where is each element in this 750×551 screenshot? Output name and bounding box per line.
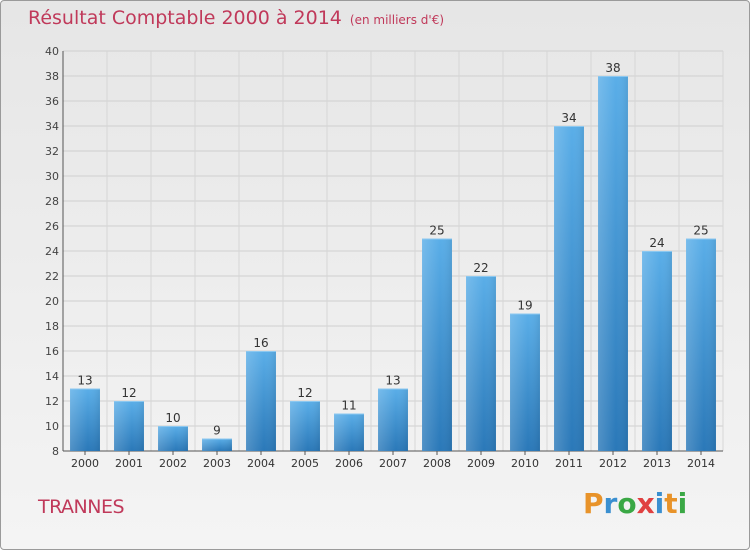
bar-shading: [158, 426, 188, 451]
y-tick-label: 14: [45, 370, 59, 383]
bar-value-label: 25: [429, 224, 444, 238]
bar-value-label: 38: [605, 61, 620, 75]
x-tick-label: 2010: [511, 457, 539, 470]
bar-value-label: 24: [649, 236, 664, 250]
bar-value-label: 25: [693, 224, 708, 238]
logo-letter: o: [617, 487, 637, 520]
x-tick-label: 2013: [643, 457, 671, 470]
y-tick-label: 20: [45, 295, 59, 308]
x-tick-label: 2005: [291, 457, 319, 470]
y-tick-label: 26: [45, 220, 59, 233]
bar-shading: [246, 351, 276, 451]
x-tick-label: 2011: [555, 457, 583, 470]
logo-letter: P: [583, 487, 604, 520]
bar-value-label: 13: [385, 374, 400, 388]
x-tick-label: 2006: [335, 457, 363, 470]
x-tick-label: 2000: [71, 457, 99, 470]
x-tick-label: 2003: [203, 457, 231, 470]
logo-letter: x: [636, 487, 655, 520]
y-tick-label: 28: [45, 195, 59, 208]
bar-layer: 13 12 10 9 16 12 11 13 25 22 19 34 38 24 25: [70, 61, 716, 451]
logo-letter: i: [654, 487, 665, 520]
bar-value-label: 19: [517, 299, 532, 313]
chart-title-text: Résultat Comptable 2000 à 2014: [28, 7, 342, 29]
y-tick-label: 8: [52, 445, 59, 458]
y-tick-label: 12: [45, 395, 59, 408]
bar-value-label: 11: [341, 399, 356, 413]
bar-value-label: 16: [253, 336, 268, 350]
y-tick-label: 10: [45, 420, 59, 433]
x-tick-label: 2007: [379, 457, 407, 470]
y-tick-label: 36: [45, 95, 59, 108]
bar-shading: [422, 238, 452, 451]
bar-value-label: 34: [561, 111, 576, 125]
bar-value-label: 9: [213, 424, 221, 438]
logo-letter: t: [664, 487, 678, 520]
x-tick-label: 2001: [115, 457, 143, 470]
y-tick-label: 34: [45, 120, 59, 133]
proxiti-logo: Proxiti: [583, 487, 687, 520]
y-tick-label: 32: [45, 145, 59, 158]
bar-shading: [510, 313, 540, 451]
y-tick-label: 22: [45, 270, 59, 283]
bar-shading: [334, 413, 364, 451]
bar-value-label: 12: [297, 386, 312, 400]
bar-value-label: 13: [77, 374, 92, 388]
bar-shading: [642, 251, 672, 451]
bar-shading: [598, 76, 628, 451]
x-tick-label: 2004: [247, 457, 275, 470]
x-tick-label: 2012: [599, 457, 627, 470]
x-tick-label: 2014: [687, 457, 715, 470]
bar-value-label: 22: [473, 261, 488, 275]
y-tick-label: 30: [45, 170, 59, 183]
y-tick-label: 24: [45, 245, 59, 258]
x-tick-label: 2009: [467, 457, 495, 470]
logo-letter: i: [677, 487, 688, 520]
bar-shading: [290, 401, 320, 451]
chart-subtitle: (en milliers d'€): [349, 13, 445, 27]
bar-value-label: 10: [165, 411, 180, 425]
y-tick-label: 18: [45, 320, 59, 333]
x-tick-label: 2002: [159, 457, 187, 470]
bar-shading: [70, 388, 100, 451]
bar-shading: [378, 388, 408, 451]
logo-letter: r: [603, 487, 618, 520]
y-tick-label: 40: [45, 45, 59, 58]
bar-shading: [114, 401, 144, 451]
bar-shading: [554, 126, 584, 451]
bar-shading: [686, 238, 716, 451]
chart-title: Résultat Comptable 2000 à 2014 (en millie…: [28, 7, 444, 29]
y-tick-label: 16: [45, 345, 59, 358]
y-tick-label: 38: [45, 70, 59, 83]
x-tick-label: 2008: [423, 457, 451, 470]
bar-shading: [202, 438, 232, 451]
bar-value-label: 12: [121, 386, 136, 400]
town-name: TRANNES: [38, 496, 125, 518]
bar-shading: [466, 276, 496, 451]
